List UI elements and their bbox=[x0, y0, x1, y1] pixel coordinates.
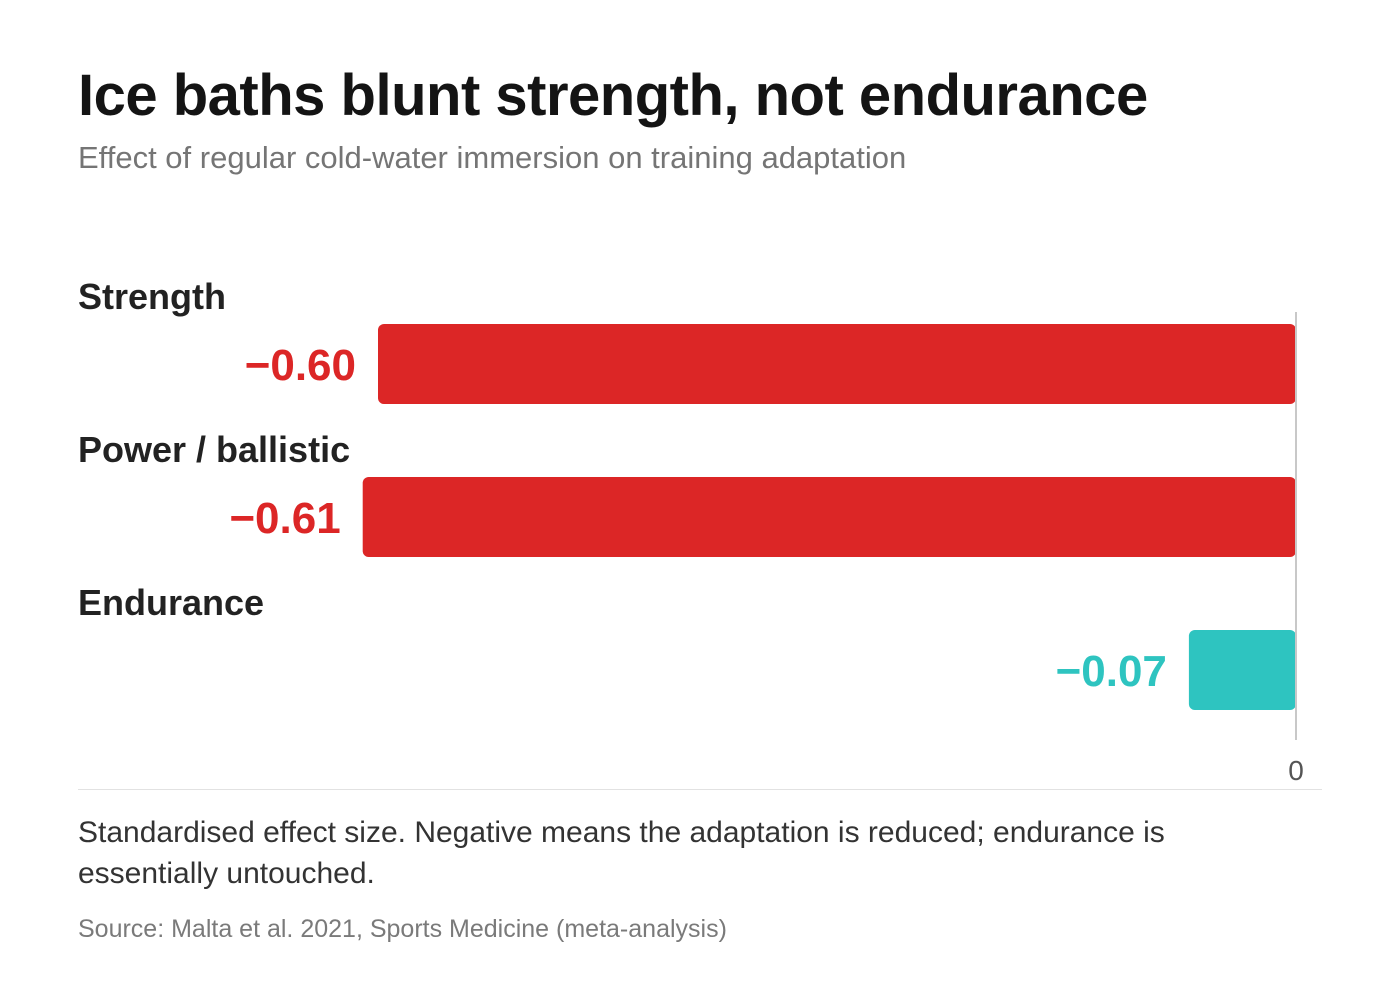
bar-power-ballistic bbox=[362, 477, 1296, 557]
chart-title: Ice baths blunt strength, not endurance bbox=[78, 63, 1148, 128]
chart-note: Standardised effect size. Negative means… bbox=[78, 816, 1165, 890]
category-label-power-ballistic: Power / ballistic bbox=[78, 429, 350, 470]
bar-endurance bbox=[1188, 630, 1296, 710]
chart-subtitle: Effect of regular cold-water immersion o… bbox=[78, 140, 907, 175]
value-label-strength: −0.60 bbox=[245, 341, 356, 390]
value-label-endurance: −0.07 bbox=[1056, 647, 1167, 696]
source-note: Source: Malta et al. 2021, Sports Medici… bbox=[78, 915, 727, 943]
bar-strength bbox=[378, 324, 1296, 404]
divider bbox=[78, 789, 1322, 790]
x-tick-label: 0 bbox=[1288, 755, 1304, 786]
category-label-endurance: Endurance bbox=[78, 582, 264, 623]
bar-chart: Strength −0.60 Power / ballistic −0.61 Endur… bbox=[78, 276, 1304, 786]
category-label-strength: Strength bbox=[78, 276, 226, 317]
value-label-power-ballistic: −0.61 bbox=[229, 494, 340, 543]
